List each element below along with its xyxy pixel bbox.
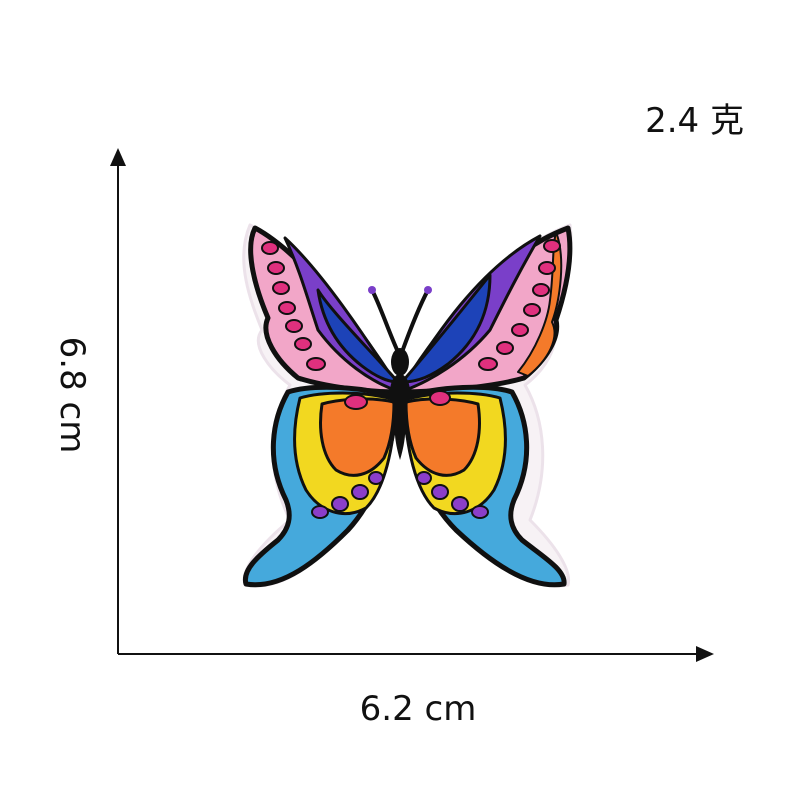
width-label: 6.2 cm (359, 689, 477, 729)
weight-label: 2.4 克 (645, 101, 744, 141)
height-label: 6.8 cm (52, 336, 92, 454)
butterfly-patch-icon (242, 223, 573, 588)
